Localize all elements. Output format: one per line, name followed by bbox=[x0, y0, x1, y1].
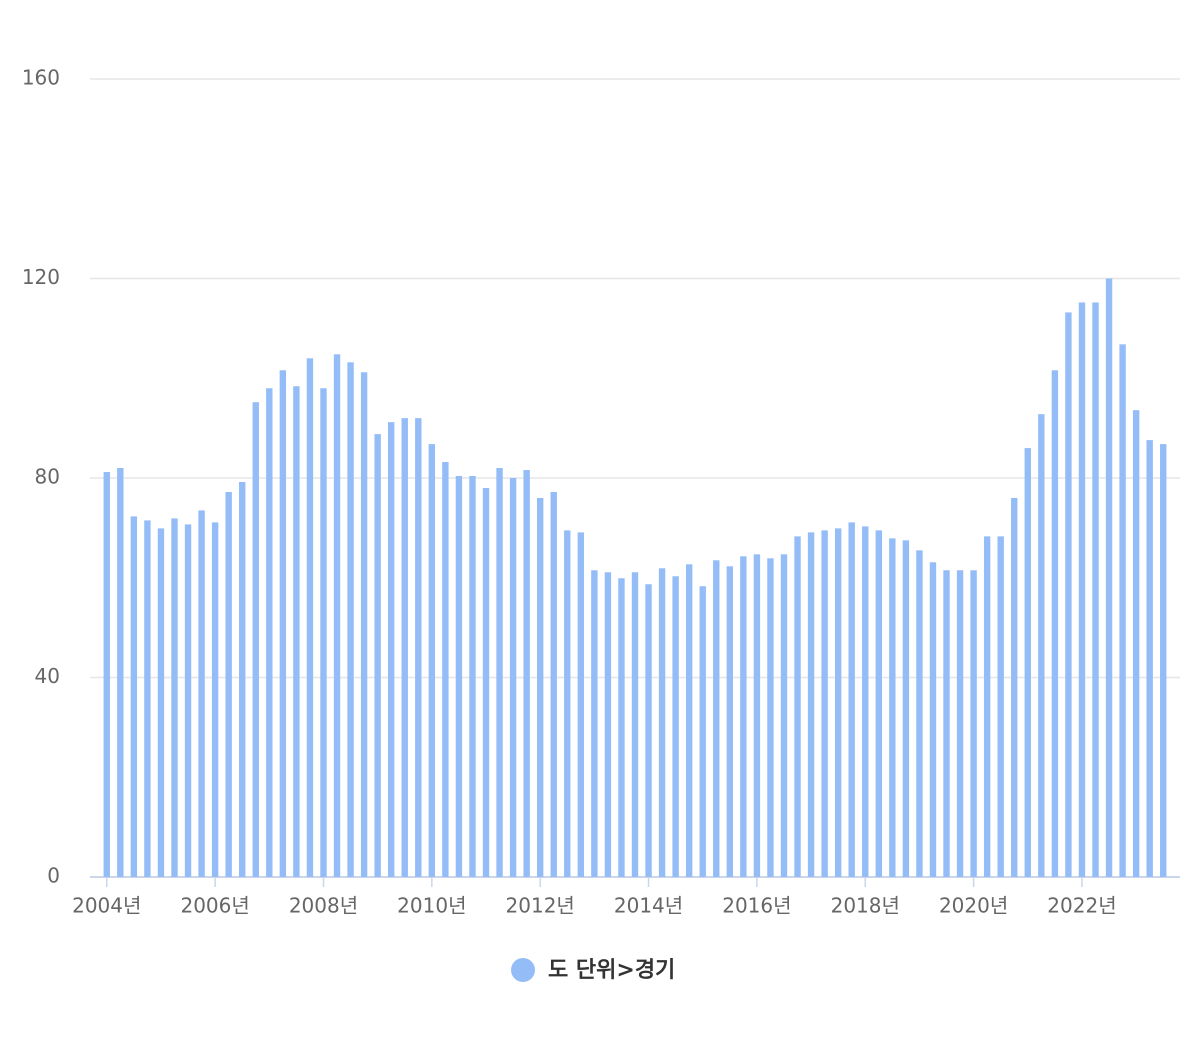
bar bbox=[699, 586, 706, 877]
x-tick-label: 2018년 bbox=[831, 894, 900, 918]
bar bbox=[1038, 414, 1045, 877]
bar bbox=[401, 418, 408, 877]
bar bbox=[103, 472, 110, 877]
bar bbox=[333, 354, 341, 877]
bar bbox=[1078, 302, 1086, 877]
bar bbox=[713, 560, 720, 877]
bar bbox=[848, 522, 855, 877]
bar bbox=[1105, 278, 1113, 877]
bar bbox=[184, 524, 192, 877]
bar bbox=[239, 481, 246, 877]
bar bbox=[875, 530, 882, 877]
bar bbox=[929, 562, 937, 877]
bar bbox=[211, 522, 219, 877]
bar bbox=[157, 528, 165, 877]
bar bbox=[442, 462, 449, 877]
x-tick-label: 2016년 bbox=[722, 894, 791, 918]
x-tick-label: 2012년 bbox=[506, 894, 575, 918]
bar bbox=[1092, 302, 1099, 877]
bar bbox=[1160, 444, 1167, 877]
bar bbox=[862, 526, 869, 877]
bar bbox=[753, 554, 761, 877]
bar bbox=[658, 568, 666, 877]
bar bbox=[970, 570, 977, 877]
bar bbox=[672, 576, 679, 877]
x-tick-label: 2008년 bbox=[289, 894, 358, 918]
bar bbox=[1011, 497, 1018, 877]
bar bbox=[117, 468, 124, 877]
bar bbox=[536, 497, 544, 877]
x-tick-label: 2006년 bbox=[180, 894, 249, 918]
bar bbox=[604, 572, 612, 877]
bar bbox=[943, 570, 950, 877]
bar bbox=[916, 550, 923, 877]
bar bbox=[740, 556, 747, 877]
bar bbox=[293, 386, 300, 877]
y-tick-label: 40 bbox=[35, 664, 60, 688]
bar bbox=[144, 520, 151, 877]
x-tick-label: 2022년 bbox=[1047, 894, 1116, 918]
bar bbox=[889, 538, 896, 877]
bar bbox=[1119, 344, 1126, 878]
bar bbox=[482, 487, 490, 877]
bar bbox=[279, 370, 287, 877]
bar bbox=[252, 402, 259, 877]
bar bbox=[198, 510, 205, 877]
bar bbox=[956, 570, 964, 877]
bar bbox=[523, 470, 530, 877]
bar bbox=[550, 491, 557, 877]
y-tick-label: 80 bbox=[35, 465, 60, 489]
bar bbox=[780, 554, 788, 877]
bar bbox=[794, 536, 801, 877]
bar bbox=[564, 530, 571, 877]
bar bbox=[1065, 312, 1072, 877]
bar bbox=[821, 530, 828, 877]
bar bbox=[645, 584, 652, 877]
bar bbox=[902, 540, 910, 877]
bar bbox=[1051, 370, 1059, 877]
bar bbox=[374, 434, 381, 877]
bar bbox=[767, 558, 774, 877]
y-tick-label: 160 bbox=[22, 66, 60, 90]
x-tick-label: 2004년 bbox=[72, 894, 141, 918]
bar bbox=[360, 372, 368, 877]
bar bbox=[509, 478, 517, 877]
bar bbox=[577, 532, 585, 877]
bar bbox=[1146, 440, 1153, 877]
bar bbox=[266, 388, 273, 877]
bar bbox=[1132, 410, 1140, 877]
x-tick-label: 2010년 bbox=[397, 894, 466, 918]
bar bbox=[469, 476, 476, 877]
bar bbox=[320, 388, 327, 877]
x-tick-label: 2014년 bbox=[614, 894, 683, 918]
bar bbox=[428, 444, 436, 877]
legend-marker bbox=[511, 958, 535, 982]
bar bbox=[171, 518, 178, 877]
bar bbox=[306, 358, 314, 877]
bar bbox=[591, 570, 598, 877]
bar bbox=[807, 532, 815, 877]
bar bbox=[347, 362, 354, 877]
bar bbox=[496, 468, 503, 877]
bar bbox=[388, 422, 395, 877]
x-tick-label: 2020년 bbox=[939, 894, 1008, 918]
bar bbox=[455, 476, 463, 877]
y-tick-label: 0 bbox=[47, 864, 60, 888]
bar bbox=[834, 528, 842, 877]
y-tick-label: 120 bbox=[22, 265, 60, 289]
bar bbox=[685, 564, 693, 877]
bar bbox=[997, 536, 1004, 877]
bar bbox=[130, 516, 138, 877]
bar bbox=[631, 572, 639, 877]
bar bbox=[618, 578, 625, 877]
bar bbox=[726, 566, 734, 877]
bar bbox=[1024, 448, 1031, 877]
bar bbox=[415, 418, 422, 877]
bar bbox=[225, 491, 232, 877]
bar bbox=[983, 536, 991, 877]
legend-label: 도 단위>경기 bbox=[548, 958, 675, 983]
